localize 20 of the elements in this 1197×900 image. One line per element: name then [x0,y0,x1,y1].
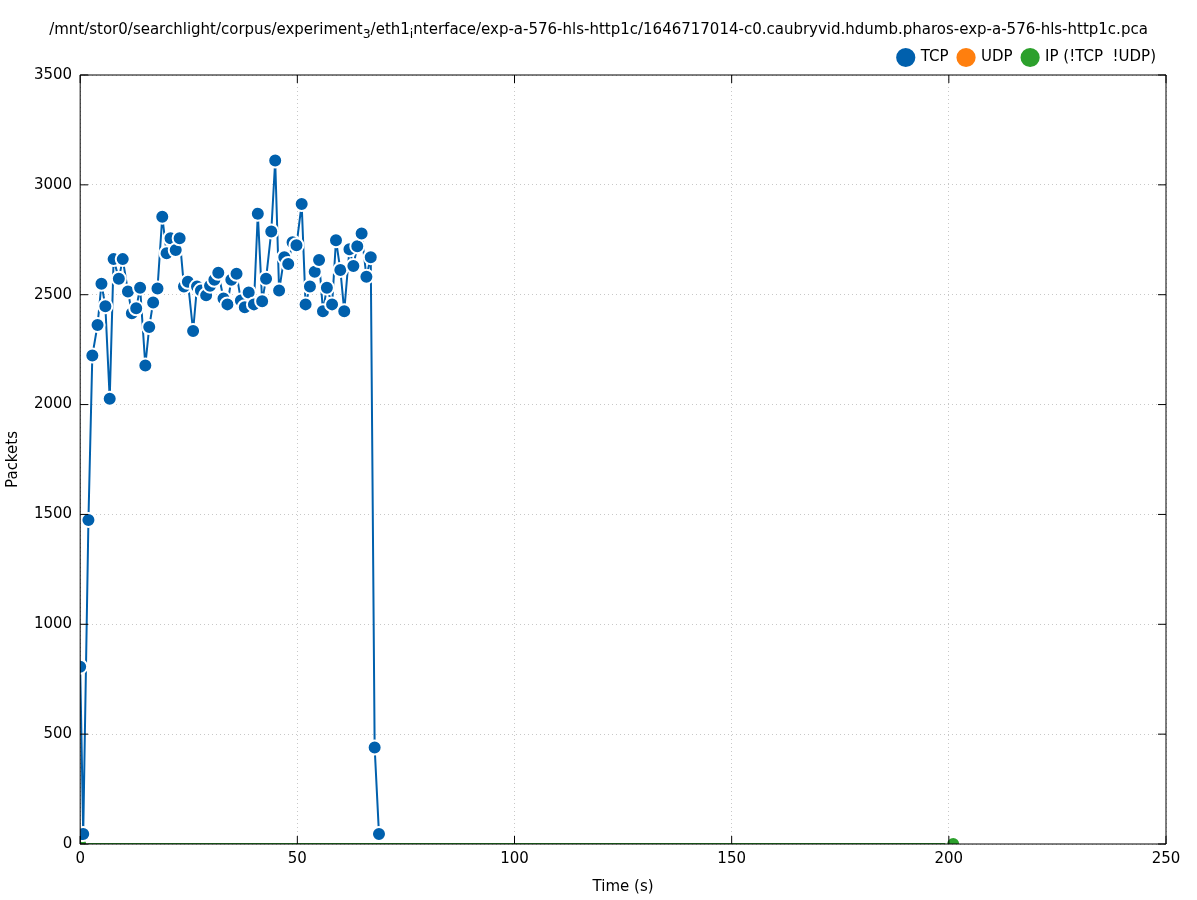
legend-label: IP (!TCP !UDP) [1045,47,1157,66]
y-tick-label: 1500 [33,504,73,523]
y-tick-label: 2000 [33,394,73,413]
y-tick-label: 3500 [33,64,73,83]
x-tick-label: 250 [1151,848,1181,867]
x-tick-label: 150 [717,848,746,867]
y-tick-label: 500 [43,724,73,743]
y-tick-label: 1000 [33,614,73,633]
x-tick-label: 0 [75,848,85,867]
legend-label: UDP [981,47,1013,66]
x-tick-label: 200 [934,848,964,867]
chart-title: /mnt/stor0/searchlight/corpus/experiment$_{3}$/eth1$_{i}$nterface/exp-a-576-hls-http1c/1646717014-c0.caubryvid.hdumb.pharos-exp-a-576-hls-http1c.pca [48,20,1149,41]
y-axis-title: Packets [2,430,21,488]
x-axis-title: Time (s) [591,876,654,895]
y-tick-label: 2500 [33,284,73,303]
y-tick-label: 0 [62,833,73,852]
legend-label: TCP [919,47,949,66]
x-tick-label: 50 [287,848,307,867]
y-tick-label: 3000 [33,174,73,193]
x-tick-label: 100 [500,848,529,867]
